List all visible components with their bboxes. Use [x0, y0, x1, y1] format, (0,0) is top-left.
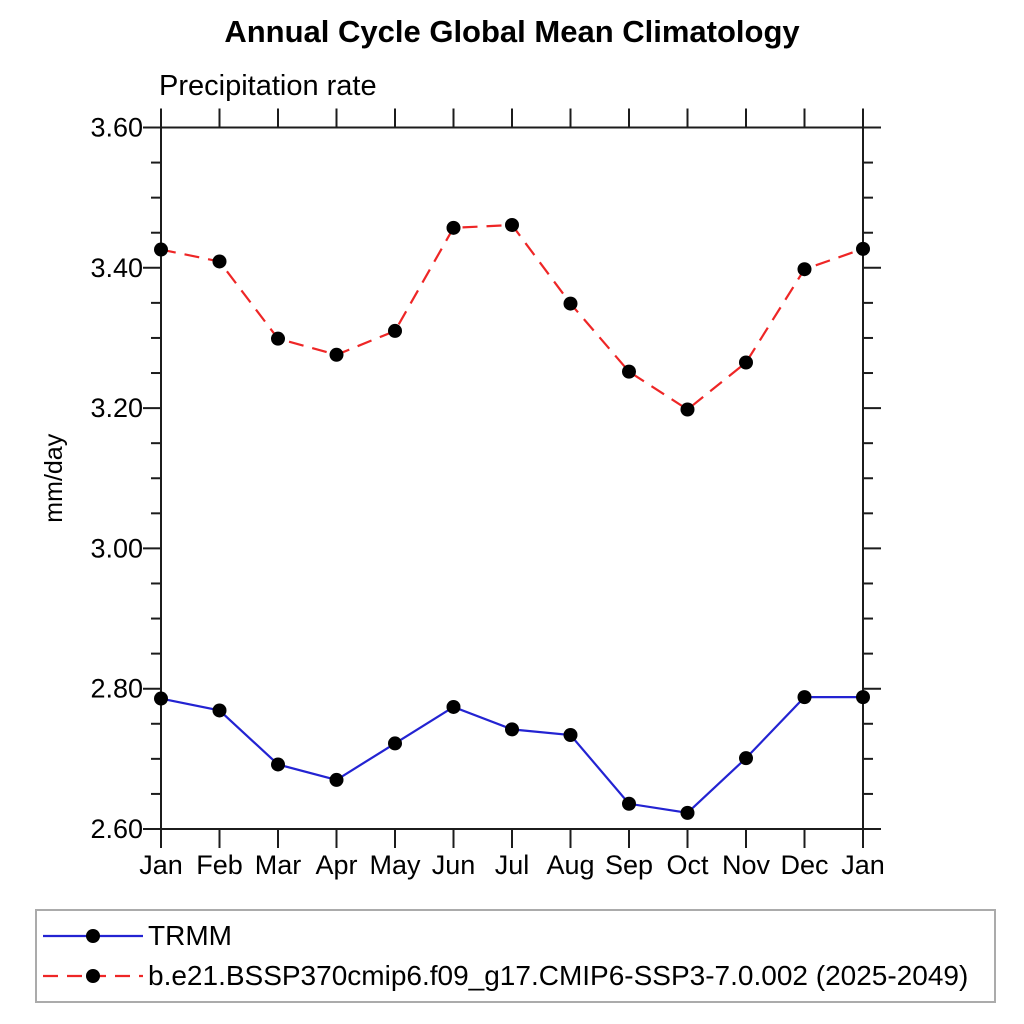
data-point	[446, 699, 461, 714]
x-tick-label: Nov	[722, 850, 771, 880]
data-point	[856, 690, 870, 705]
y-tick-label: 3.00	[90, 533, 143, 563]
series-trmm	[154, 690, 870, 820]
y-tick-label: 2.80	[90, 674, 143, 704]
data-point	[271, 331, 285, 346]
x-tick-label: Sep	[605, 850, 653, 880]
data-point	[856, 241, 870, 256]
chart-title: Annual Cycle Global Mean Climatology	[224, 14, 800, 49]
legend-item-trmm: TRMM	[40, 922, 994, 950]
y-tick-label: 3.40	[90, 253, 143, 283]
data-point	[154, 242, 168, 257]
x-tick-label: Jan	[841, 850, 885, 880]
data-point	[505, 218, 519, 233]
data-point	[563, 296, 578, 311]
x-tick-label: May	[369, 850, 421, 880]
axes	[143, 108, 881, 848]
legend-marker-model	[86, 968, 100, 983]
data-point	[680, 805, 695, 820]
x-tick-label: Dec	[780, 850, 828, 880]
legend-marker-trmm	[86, 929, 100, 944]
data-point	[329, 772, 344, 787]
legend-sample-trmm	[43, 929, 143, 944]
data-point	[797, 690, 812, 705]
y-tick-label: 2.60	[90, 814, 143, 844]
x-tick-label: Mar	[255, 850, 302, 880]
data-point	[446, 220, 461, 235]
data-point	[739, 751, 753, 766]
data-point	[271, 757, 285, 772]
x-tick-label: Jun	[432, 850, 476, 880]
data-point	[797, 262, 812, 277]
x-tick-label: Apr	[315, 850, 357, 880]
data-point	[622, 364, 636, 379]
data-point	[212, 703, 227, 718]
x-tick-label: Jan	[139, 850, 183, 880]
legend: TRMM b.e21.BSSP370cmip6.f09_g17.CMIP6-SS…	[35, 909, 996, 1003]
data-point	[329, 347, 344, 362]
data-point	[388, 323, 402, 338]
legend-label-trmm: TRMM	[148, 920, 232, 952]
series-model	[154, 218, 870, 417]
data-point	[154, 691, 168, 706]
axis-labels: 2.60 2.80 3.00 3.20 3.40 3.60 Jan Feb Mar Apr May J…	[40, 113, 885, 881]
x-tick-label: Aug	[546, 850, 594, 880]
y-tick-label: 3.20	[90, 393, 143, 423]
y-tick-label: 3.60	[90, 113, 143, 143]
data-point	[680, 402, 695, 417]
y-axis-title: mm/day	[40, 433, 68, 522]
x-tick-label: Oct	[666, 850, 709, 880]
data-point	[622, 796, 636, 811]
data-point	[739, 355, 753, 370]
data-point	[563, 727, 578, 742]
chart-subtitle: Precipitation rate	[159, 70, 377, 102]
data-point	[388, 736, 402, 751]
x-tick-label: Jul	[495, 850, 530, 880]
data-point	[505, 722, 519, 737]
x-tick-label: Feb	[196, 850, 243, 880]
data-point	[212, 254, 227, 269]
legend-label-model: b.e21.BSSP370cmip6.f09_g17.CMIP6-SSP3-7.…	[148, 959, 969, 991]
legend-sample-model	[43, 968, 143, 983]
legend-item-model: b.e21.BSSP370cmip6.f09_g17.CMIP6-SSP3-7.…	[40, 959, 994, 991]
